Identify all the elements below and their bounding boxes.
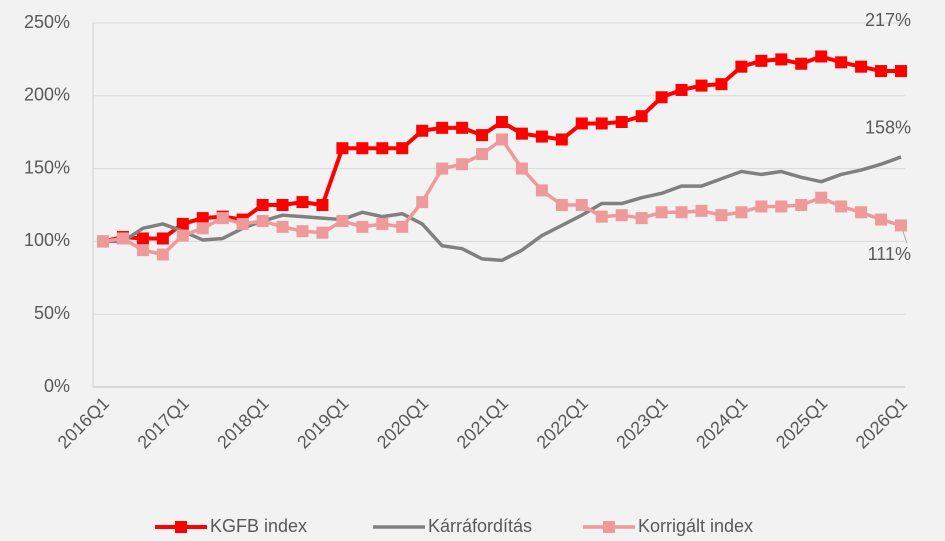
marker: [456, 121, 469, 134]
marker: [256, 199, 269, 211]
marker: [376, 217, 389, 230]
marker: [795, 57, 808, 70]
marker: [396, 220, 409, 233]
marker: [895, 65, 907, 78]
marker: [695, 204, 708, 217]
marker: [97, 235, 109, 248]
marker: [615, 209, 628, 222]
series-line: [103, 155, 902, 263]
marker: [136, 244, 149, 257]
marker: [316, 199, 329, 211]
marker: [396, 142, 409, 155]
legend-label: KGFB index: [210, 516, 307, 536]
marker: [895, 219, 907, 232]
marker: [296, 225, 309, 238]
marker: [416, 196, 429, 209]
marker: [416, 124, 429, 137]
marker: [356, 220, 369, 233]
data-label: 111%: [868, 244, 911, 264]
marker: [256, 215, 269, 228]
data-label: 217%: [865, 10, 911, 30]
marker: [675, 83, 688, 96]
data-label: 158%: [865, 118, 911, 138]
marker: [855, 60, 868, 73]
marker: [496, 116, 508, 129]
y-tick-label: 0%: [44, 376, 70, 396]
legend-marker: [603, 521, 615, 533]
marker: [376, 142, 389, 155]
marker: [735, 60, 748, 73]
marker: [855, 206, 868, 219]
legend-marker: [175, 521, 187, 533]
marker: [575, 199, 588, 211]
marker: [815, 50, 828, 63]
marker: [456, 158, 469, 171]
marker: [535, 130, 548, 143]
marker: [176, 217, 189, 230]
marker: [835, 200, 848, 213]
marker: [575, 117, 588, 130]
marker: [635, 110, 648, 123]
marker: [156, 232, 169, 245]
marker: [675, 206, 688, 219]
marker: [775, 200, 788, 213]
marker: [595, 210, 608, 223]
y-tick-label: 100%: [24, 230, 70, 250]
marker: [216, 212, 229, 225]
marker: [476, 129, 489, 142]
marker: [236, 217, 249, 230]
marker: [875, 213, 888, 226]
marker: [875, 65, 888, 78]
marker: [555, 199, 568, 211]
marker: [336, 215, 349, 228]
marker: [176, 229, 189, 242]
marker: [655, 206, 668, 219]
marker: [336, 142, 349, 155]
marker: [136, 232, 149, 245]
marker: [775, 53, 788, 66]
y-tick-label: 200%: [24, 85, 70, 105]
marker: [316, 226, 329, 239]
y-tick-label: 150%: [24, 157, 70, 177]
marker: [635, 212, 648, 225]
marker: [755, 54, 768, 67]
marker: [735, 206, 748, 219]
marker: [595, 117, 608, 130]
marker: [795, 199, 808, 211]
marker: [755, 200, 768, 213]
marker: [695, 79, 708, 92]
marker: [835, 56, 848, 69]
y-tick-label: 50%: [34, 303, 70, 323]
marker: [555, 133, 568, 146]
marker: [515, 162, 528, 175]
marker: [156, 248, 169, 261]
legend-label: Kárráfordítás: [428, 516, 532, 536]
marker: [515, 127, 528, 140]
marker: [715, 78, 728, 91]
marker: [116, 232, 129, 245]
marker: [436, 121, 449, 134]
marker: [196, 212, 209, 225]
marker: [296, 196, 309, 209]
marker: [535, 184, 548, 197]
marker: [715, 209, 728, 222]
marker: [276, 220, 289, 233]
marker: [276, 199, 289, 211]
marker: [655, 91, 668, 104]
leader-line: [902, 231, 908, 244]
marker: [196, 222, 209, 235]
y-tick-label: 250%: [24, 12, 70, 32]
legend-label: Korrigált index: [638, 516, 753, 536]
marker: [436, 162, 449, 175]
marker: [476, 148, 489, 161]
marker: [815, 191, 828, 204]
marker: [496, 133, 508, 146]
marker: [356, 142, 369, 155]
marker: [615, 116, 628, 129]
